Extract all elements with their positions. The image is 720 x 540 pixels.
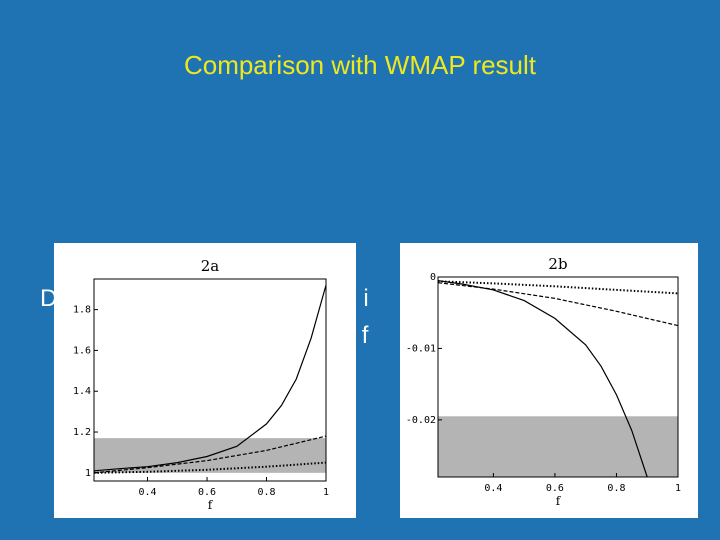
chart-2b-xtick-label: 1 — [675, 483, 681, 494]
slide-title: Comparison with WMAP result — [183, 50, 537, 80]
chart-2b-series-dashed — [437, 282, 679, 327]
chart-2b-title: 2b — [548, 255, 567, 273]
chart-2a-ytick-label: 1.4 — [73, 386, 91, 397]
chart-2a-ytick-label: 1.8 — [73, 305, 91, 316]
chart-2a-ytick-label: 1.6 — [73, 345, 91, 356]
chart-panel-2a: 2a 0.4 0.6 0.8 1 f 1 1.2 1.4 1.6 1.8 — [54, 243, 356, 518]
chart-2a-series-dashed — [93, 435, 327, 474]
chart-2a-title: 2a — [201, 257, 220, 275]
chart-panel-2b: 2b 0.4 0.6 0.8 1 f 0 -0.01 -0.02 — [400, 243, 698, 518]
body-text-line-1-start: D — [40, 285, 58, 312]
chart-2b-xlabel: f — [556, 494, 562, 508]
chart-2a-xtick-label: 0.4 — [139, 487, 157, 498]
body-text-line-1: D — [40, 285, 57, 313]
chart-2b-ytick-label: 0 — [430, 272, 436, 283]
chart-2a-xtick-label: 0.8 — [257, 487, 275, 498]
chart-2a-ytick-label: 1.2 — [73, 427, 91, 438]
chart-2b-svg: 2b 0.4 0.6 0.8 1 f 0 -0.01 -0.02 — [406, 255, 681, 508]
chart-2b-shaded-band — [438, 416, 678, 477]
chart-2a-series-solid — [93, 284, 327, 472]
chart-2a-ytick-label: 1 — [85, 468, 91, 479]
chart-2a-xtick-label: 1 — [323, 487, 329, 498]
chart-2b-ytick-label: -0.02 — [406, 415, 436, 426]
chart-2a-xtick-label: 0.6 — [198, 487, 216, 498]
chart-2b-series-solid — [437, 280, 648, 478]
chart-2a-svg: 2a 0.4 0.6 0.8 1 f 1 1.2 1.4 1.6 1.8 — [73, 257, 329, 512]
chart-2b-xtick-label: 0.6 — [546, 483, 564, 494]
chart-2a-plot-frame — [93, 278, 327, 482]
chart-2a-series-dotted — [93, 461, 327, 474]
chart-2b-plot-frame — [437, 276, 679, 478]
chart-2b-xtick-label: 0.8 — [607, 483, 625, 494]
chart-2b-ytick-label: -0.01 — [406, 343, 436, 354]
chart-2a-xlabel: f — [208, 498, 214, 512]
chart-2b-xtick-label: 0.4 — [484, 483, 502, 494]
